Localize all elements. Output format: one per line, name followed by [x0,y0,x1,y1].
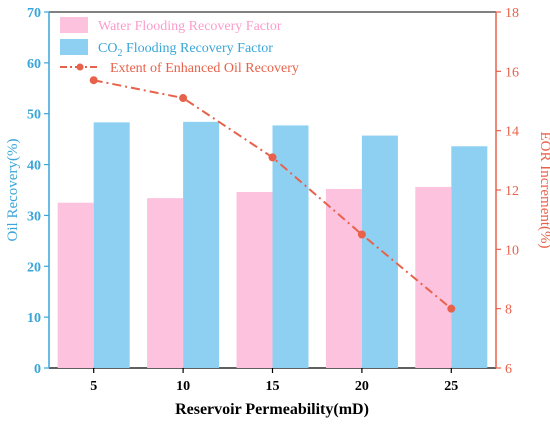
y-right-tick-label: 10 [505,243,519,258]
bar-co2-10 [183,121,220,368]
ticks-group: 0 10 20 30 40 50 60 70 6 8 10 12 14 16 18 5 10 15 20 25 [27,6,519,394]
x-tick-label: 5 [90,379,97,394]
bar-water-25 [415,186,452,368]
eor-point-20 [357,230,366,239]
eor-point-5 [89,76,98,85]
bars-group [57,121,488,368]
y-right-tick-label: 18 [505,6,519,21]
eor-point-10 [179,94,188,103]
eor-point-25 [447,304,456,313]
legend-label-eor: Extent of Enhanced Oil Recovery [110,61,299,76]
bar-water-10 [147,198,184,368]
y-left-tick-label: 30 [27,209,41,224]
bar-water-5 [57,202,94,368]
eor-line-group [89,76,456,313]
bar-co2-5 [93,122,130,368]
y-left-tick-label: 0 [34,362,41,377]
x-tick-label: 20 [355,379,369,394]
legend-label-water: Water Flooding Recovery Factor [98,19,282,34]
bar-co2-25 [451,146,488,368]
legend-marker-eor [76,63,84,71]
y-right-tick-label: 12 [505,184,519,199]
y-axis-left-title: Oil Recovery(%) [5,139,21,242]
bar-co2-20 [361,135,398,368]
legend-label-co2-suffix: Flooding Recovery Factor [122,41,273,56]
y-left-tick-label: 40 [27,159,41,174]
legend-label-co2: CO2 Flooding Recovery Factor [98,41,273,59]
y-left-tick-label: 20 [27,260,41,275]
y-right-tick-label: 6 [505,362,512,377]
legend-swatch-water [60,17,88,33]
legend: Water Flooding Recovery Factor CO2 Flood… [60,17,299,76]
eor-point-15 [268,153,277,162]
y-left-tick-label: 70 [27,6,41,21]
x-tick-label: 15 [266,379,280,394]
x-tick-label: 10 [176,379,190,394]
bar-co2-15 [272,125,309,368]
y-left-tick-label: 50 [27,108,41,123]
legend-label-co2-subscript: 2 [117,48,122,59]
bar-water-15 [236,192,273,368]
y-left-tick-label: 60 [27,57,41,72]
y-left-tick-label: 10 [27,311,41,326]
x-tick-label: 25 [444,379,458,394]
y-right-tick-label: 8 [505,303,512,318]
legend-swatch-co2 [60,39,88,55]
bar-water-20 [325,188,362,368]
y-right-tick-label: 14 [505,125,519,140]
y-axis-right-title: EOR Increment(%) [537,131,550,248]
x-axis-title: Reservoir Permeability(mD) [175,401,369,418]
legend-label-co2-prefix: CO [98,41,117,56]
y-right-tick-label: 16 [505,65,519,80]
